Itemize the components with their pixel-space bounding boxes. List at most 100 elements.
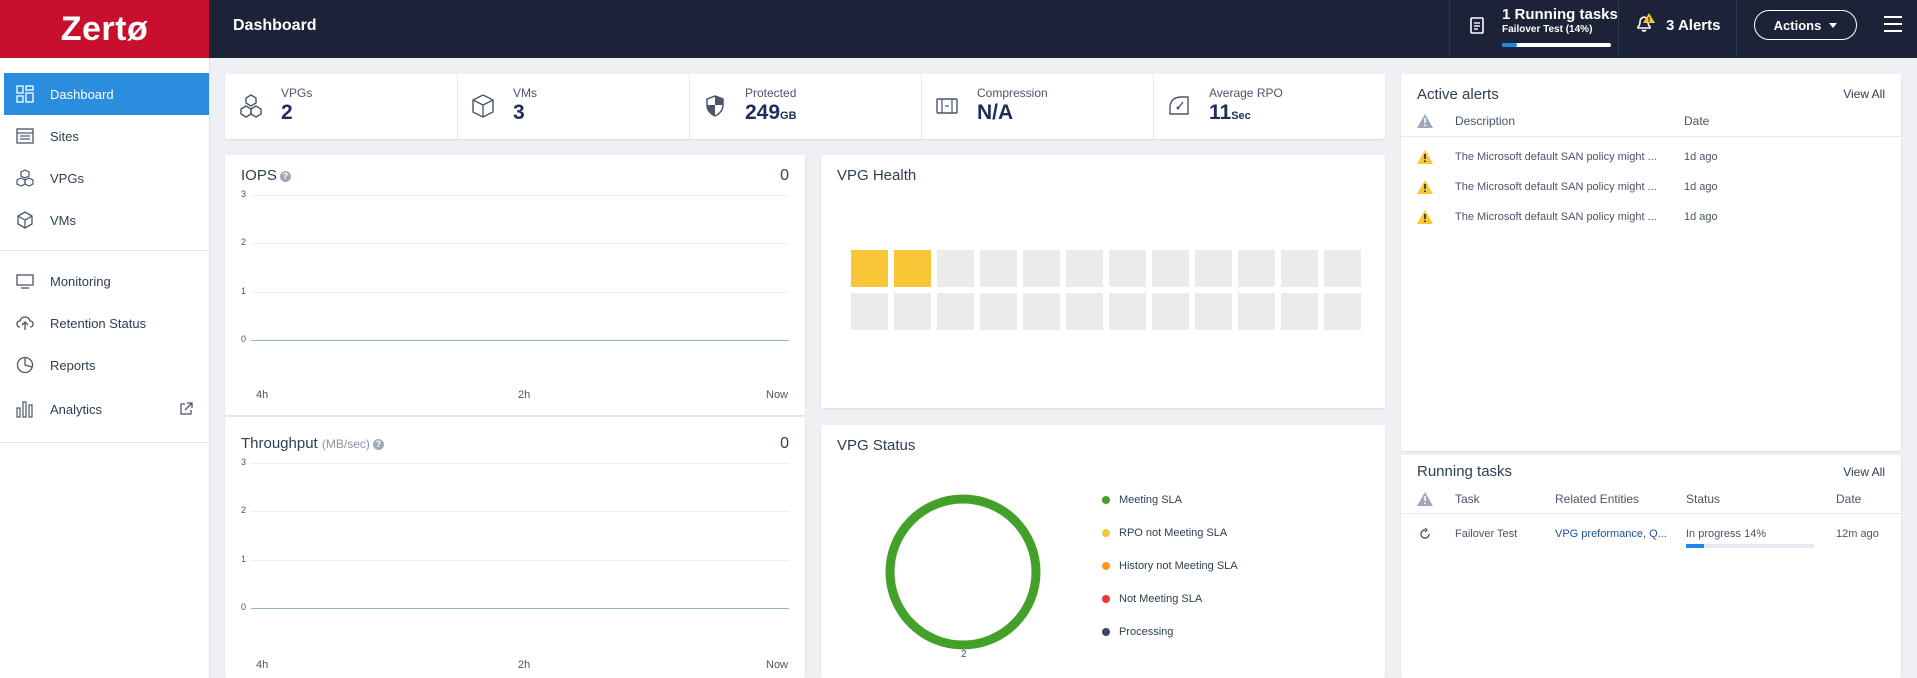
- legend-item: RPO not Meeting SLA: [1102, 527, 1227, 539]
- x-tick: 2h: [518, 659, 531, 671]
- vpg-health-cell-empty: [1324, 250, 1361, 287]
- warning-column-icon: [1417, 492, 1433, 506]
- progress-fill: [1686, 544, 1704, 548]
- sidebar-item-sites[interactable]: Sites: [0, 115, 209, 157]
- sidebar-item-label: Retention Status: [50, 315, 147, 331]
- alerts-count[interactable]: 3 Alerts: [1666, 17, 1721, 34]
- vpg-status-card: VPG Status 2 Meeting SLA RPO not Meeting…: [821, 425, 1385, 678]
- vpg-health-cell-empty: [1195, 293, 1232, 330]
- y-tick: 2: [241, 237, 247, 247]
- vpg-health-cell-empty: [937, 293, 974, 330]
- vpg-health-cell-empty: [1281, 250, 1318, 287]
- column-header-description[interactable]: Description: [1455, 114, 1516, 128]
- warning-icon: [1417, 150, 1433, 164]
- x-tick: Now: [766, 389, 789, 401]
- legend-item: History not Meeting SLA: [1102, 560, 1238, 572]
- gridline: [251, 243, 789, 244]
- stat-compression[interactable]: Compression N/A: [921, 74, 1153, 139]
- divider: [1618, 0, 1619, 58]
- throughput-unit: (MB/sec): [321, 437, 370, 451]
- refresh-spinner-icon: [1420, 528, 1430, 539]
- alert-row[interactable]: The Microsoft default SAN policy might .…: [1401, 172, 1901, 200]
- y-tick: 1: [241, 286, 247, 296]
- divider: [457, 74, 458, 139]
- vpg-health-cell-empty: [1238, 293, 1275, 330]
- gridline: [251, 511, 789, 512]
- throughput-card: Throughput (MB/sec)? 0 3 2 1 0 4h 2h Now: [225, 417, 805, 678]
- page-title: Dashboard: [233, 17, 317, 34]
- svg-text:!: !: [1647, 16, 1650, 24]
- task-name: Failover Test: [1455, 528, 1518, 540]
- sidebar-item-monitoring[interactable]: Monitoring: [0, 260, 209, 302]
- cloud-upload-icon: [16, 316, 34, 330]
- sidebar-item-label: Sites: [50, 128, 79, 144]
- stat-average-rpo[interactable]: Average RPO 11Sec: [1153, 74, 1385, 139]
- alert-row[interactable]: The Microsoft default SAN policy might .…: [1401, 202, 1901, 230]
- task-status: In progress 14%: [1686, 528, 1767, 540]
- gauge-icon: [1169, 96, 1189, 115]
- y-tick: 0: [241, 602, 247, 612]
- vpg-health-cell-warning[interactable]: [894, 250, 931, 287]
- dashboard-icon: [16, 85, 34, 103]
- hamburger-menu-icon[interactable]: [1884, 16, 1902, 37]
- vpg-health-cell-empty: [894, 293, 931, 330]
- task-related-entities-link[interactable]: VPG preformance, Q...: [1555, 528, 1667, 540]
- view-all-tasks-link[interactable]: View All: [1843, 465, 1885, 479]
- vpg-health-cell-empty: [851, 293, 888, 330]
- vpg-health-card: VPG Health: [821, 155, 1385, 408]
- running-tasks-progress-bar: [1502, 43, 1611, 47]
- task-row[interactable]: Failover Test VPG preformance, Q... In p…: [1401, 519, 1901, 553]
- donut-segment-meeting-sla: [885, 494, 1041, 650]
- vpg-health-cell-empty: [1324, 293, 1361, 330]
- y-tick: 2: [241, 505, 247, 515]
- alert-description: The Microsoft default SAN policy might .…: [1455, 181, 1657, 193]
- running-tasks-indicator[interactable]: 1 Running tasks Failover Test (14%): [1459, 0, 1627, 58]
- vpg-health-cell-empty: [980, 293, 1017, 330]
- vpg-health-cell-empty: [1109, 293, 1146, 330]
- compression-icon: [936, 98, 958, 114]
- legend-dot: [1102, 628, 1110, 636]
- alert-description: The Microsoft default SAN policy might .…: [1455, 151, 1657, 163]
- help-icon[interactable]: ?: [372, 438, 384, 450]
- help-icon[interactable]: ?: [279, 170, 291, 182]
- vpg-health-cell-empty: [1023, 293, 1060, 330]
- running-tasks-panel: Running tasks View All Task Related Enti…: [1401, 455, 1901, 678]
- shield-icon: [706, 95, 724, 117]
- warning-column-icon: [1417, 114, 1433, 128]
- sidebar-item-dashboard[interactable]: Dashboard: [4, 73, 209, 115]
- pie-chart-icon: [16, 356, 34, 374]
- sidebar-item-analytics[interactable]: Analytics: [0, 388, 209, 430]
- zerto-logo[interactable]: Zertø: [0, 0, 209, 58]
- legend-item: Not Meeting SLA: [1102, 593, 1202, 605]
- vpg-status-donut[interactable]: [883, 492, 1043, 652]
- vpg-health-cell-empty: [1152, 293, 1189, 330]
- column-header-status[interactable]: Status: [1686, 492, 1721, 506]
- y-tick: 1: [241, 554, 247, 564]
- column-header-date[interactable]: Date: [1836, 492, 1862, 506]
- column-header-task[interactable]: Task: [1455, 492, 1480, 506]
- view-all-alerts-link[interactable]: View All: [1843, 87, 1885, 101]
- task-date: 12m ago: [1836, 528, 1879, 540]
- sidebar-item-label: Analytics: [50, 401, 103, 417]
- column-header-related-entities[interactable]: Related Entities: [1555, 492, 1640, 506]
- stat-vms[interactable]: VMs 3: [457, 74, 689, 139]
- iops-title: IOPS?: [241, 167, 291, 184]
- vpgs-icon: [16, 169, 34, 187]
- bell-alert-icon[interactable]: !: [1634, 12, 1656, 34]
- column-header-date[interactable]: Date: [1684, 114, 1710, 128]
- sidebar-item-reports[interactable]: Reports: [0, 344, 209, 386]
- stat-protected[interactable]: Protected 249GB: [689, 74, 921, 139]
- sidebar-item-retention-status[interactable]: Retention Status: [0, 302, 209, 344]
- legend-dot: [1102, 529, 1110, 537]
- vms-icon: [472, 94, 494, 118]
- stat-label: VMs: [513, 86, 537, 100]
- alert-row[interactable]: The Microsoft default SAN policy might .…: [1401, 142, 1901, 170]
- sidebar-item-vms[interactable]: VMs: [0, 199, 209, 241]
- vpg-health-cell-empty: [1195, 250, 1232, 287]
- vpg-health-cell-warning[interactable]: [851, 250, 888, 287]
- sidebar-item-vpgs[interactable]: VPGs: [0, 157, 209, 199]
- vpg-health-cell-empty: [1066, 250, 1103, 287]
- stat-value: 11Sec: [1209, 101, 1251, 124]
- actions-button[interactable]: Actions: [1754, 10, 1857, 40]
- stat-vpgs[interactable]: VPGs 2: [225, 74, 457, 139]
